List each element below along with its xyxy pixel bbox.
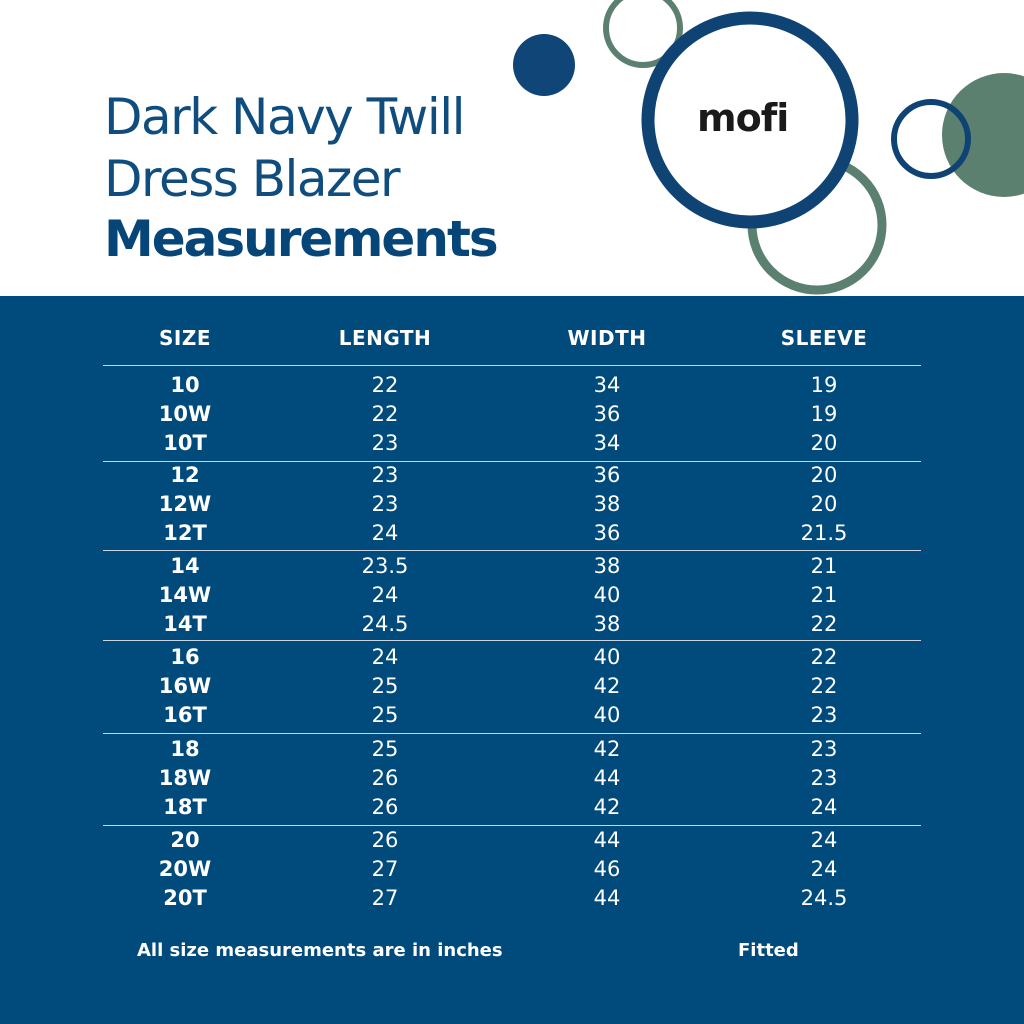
cell-size: 16W — [158, 674, 212, 698]
cell-size: 10W — [158, 402, 212, 426]
cell-size: 18W — [158, 766, 212, 790]
cell-width: 44 — [593, 766, 621, 790]
cell-width: 44 — [593, 828, 621, 852]
cell-sleeve: 21 — [810, 554, 838, 578]
group-divider — [103, 550, 921, 551]
cell-length: 27 — [371, 886, 399, 910]
cell-width: 46 — [593, 857, 621, 881]
cell-width: 42 — [593, 795, 621, 819]
cell-sleeve: 23 — [810, 703, 838, 727]
cell-length: 24 — [371, 521, 399, 545]
cell-sleeve: 19 — [810, 402, 838, 426]
cell-length: 26 — [371, 828, 399, 852]
cell-length: 25 — [371, 703, 399, 727]
cell-length: 22 — [371, 402, 399, 426]
cell-width: 42 — [593, 737, 621, 761]
cell-length: 23 — [371, 463, 399, 487]
cell-width: 36 — [593, 521, 621, 545]
cell-width: 36 — [593, 402, 621, 426]
cell-width: 34 — [593, 373, 621, 397]
group-divider — [103, 461, 921, 462]
cell-width: 40 — [593, 703, 621, 727]
cell-sleeve: 24.5 — [800, 886, 848, 910]
cell-length: 26 — [371, 795, 399, 819]
title-line-2: Dress Blazer — [104, 150, 401, 208]
column-header-length: LENGTH — [338, 326, 432, 350]
column-header-width: WIDTH — [567, 326, 647, 350]
cell-size: 10 — [170, 373, 200, 397]
column-header-size: SIZE — [158, 326, 211, 350]
cell-sleeve: 19 — [810, 373, 838, 397]
cell-sleeve: 23 — [810, 766, 838, 790]
cell-width: 40 — [593, 645, 621, 669]
cell-length: 23 — [371, 431, 399, 455]
navy-dot-circle — [513, 34, 575, 96]
cell-length: 25 — [371, 737, 399, 761]
measurement-panel — [0, 296, 1024, 1024]
group-divider — [103, 733, 921, 734]
cell-length: 24 — [371, 583, 399, 607]
cell-size: 12T — [163, 521, 207, 545]
cell-length: 26 — [371, 766, 399, 790]
cell-length: 24 — [371, 645, 399, 669]
cell-width: 36 — [593, 463, 621, 487]
cell-width: 38 — [593, 554, 621, 578]
cell-size: 14 — [170, 554, 200, 578]
fit-label: Fitted — [738, 940, 799, 961]
cell-length: 22 — [371, 373, 399, 397]
cell-size: 12 — [170, 463, 200, 487]
cell-size: 18T — [163, 795, 207, 819]
logo-badge — [641, 11, 859, 229]
group-divider — [103, 365, 921, 366]
units-note: All size measurements are in inches — [137, 940, 503, 961]
title-line-1: Dark Navy Twill — [104, 88, 466, 146]
cell-size: 20W — [158, 857, 212, 881]
cell-size: 16 — [170, 645, 200, 669]
group-divider — [103, 640, 921, 641]
cell-size: 20T — [163, 886, 207, 910]
cell-size: 14W — [158, 583, 212, 607]
brand-logo: mofi — [697, 96, 789, 140]
decorative-circles — [513, 0, 1024, 295]
cell-width: 38 — [593, 492, 621, 516]
cell-width: 44 — [593, 886, 621, 910]
cell-width: 34 — [593, 431, 621, 455]
title-line-3: Measurements — [104, 210, 499, 268]
small-green-ring — [603, 0, 683, 68]
cell-size: 10T — [163, 431, 207, 455]
cell-length: 27 — [371, 857, 399, 881]
cell-sleeve: 22 — [810, 612, 838, 636]
group-divider — [103, 825, 921, 826]
green-filled-circle — [942, 73, 1024, 197]
cell-length: 23 — [371, 492, 399, 516]
cell-size: 20 — [170, 828, 200, 852]
column-header-sleeve: SLEEVE — [780, 326, 868, 350]
cell-sleeve: 24 — [810, 828, 838, 852]
cell-sleeve: 21 — [810, 583, 838, 607]
cell-sleeve: 22 — [810, 674, 838, 698]
cell-sleeve: 20 — [810, 463, 838, 487]
cell-size: 16T — [163, 703, 207, 727]
cell-size: 14T — [163, 612, 207, 636]
cell-width: 42 — [593, 674, 621, 698]
cell-size: 18 — [170, 737, 200, 761]
cell-length: 25 — [371, 674, 399, 698]
navy-ring-right — [891, 99, 971, 179]
cell-sleeve: 21.5 — [800, 521, 848, 545]
cell-width: 40 — [593, 583, 621, 607]
header: mofi Dark Navy Twill Dress Blazer Measur… — [0, 0, 1024, 296]
cell-length: 23.5 — [361, 554, 409, 578]
cell-sleeve: 22 — [810, 645, 838, 669]
cell-length: 24.5 — [361, 612, 409, 636]
cell-sleeve: 20 — [810, 431, 838, 455]
cell-sleeve: 24 — [810, 795, 838, 819]
cell-sleeve: 20 — [810, 492, 838, 516]
cell-sleeve: 23 — [810, 737, 838, 761]
cell-size: 12W — [158, 492, 212, 516]
cell-sleeve: 24 — [810, 857, 838, 881]
cell-width: 38 — [593, 612, 621, 636]
